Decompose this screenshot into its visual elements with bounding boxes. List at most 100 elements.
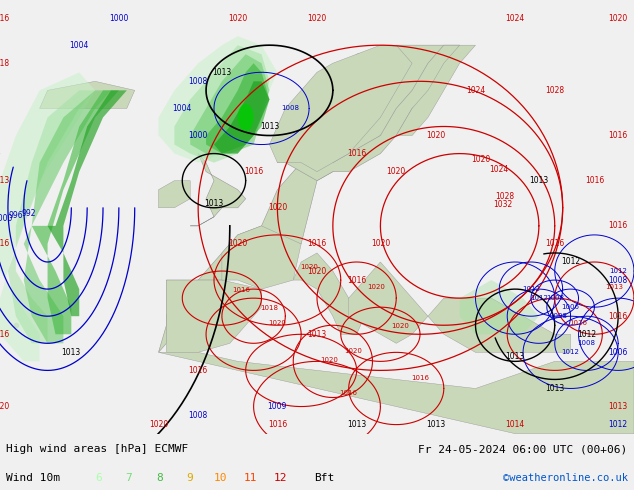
Text: 1000: 1000 [0,214,13,223]
Text: 1013: 1013 [426,420,446,429]
Polygon shape [174,45,269,163]
Text: 1014: 1014 [505,420,525,429]
Text: 1006: 1006 [562,304,579,310]
Polygon shape [166,280,261,352]
Polygon shape [428,298,571,352]
Text: 1013: 1013 [605,284,623,290]
Text: 1012: 1012 [522,286,540,292]
Text: Fr 24-05-2024 06:00 UTC (00+06): Fr 24-05-2024 06:00 UTC (00+06) [418,444,628,454]
Text: 1013: 1013 [609,402,628,411]
Text: 1018: 1018 [0,59,10,68]
Polygon shape [158,45,460,352]
Text: 1032: 1032 [494,200,513,209]
Text: 1013: 1013 [212,68,231,77]
Text: 1016: 1016 [569,320,588,326]
Text: 1028: 1028 [495,192,514,200]
Text: 1012: 1012 [562,349,579,355]
Text: 1013: 1013 [307,330,327,339]
Ellipse shape [238,104,254,131]
Polygon shape [39,81,134,108]
Text: 1004: 1004 [70,41,89,49]
Text: 1020: 1020 [0,402,10,411]
Text: 992: 992 [22,209,36,218]
Text: 1008: 1008 [549,313,567,319]
Text: 1016: 1016 [609,312,628,320]
Polygon shape [396,45,476,136]
Text: 1016: 1016 [188,366,208,375]
Text: Bft: Bft [314,472,335,483]
Polygon shape [222,226,301,289]
Polygon shape [460,280,539,334]
Polygon shape [190,153,246,226]
Text: 1000: 1000 [109,14,129,23]
Text: 7: 7 [126,472,132,483]
Text: 1012: 1012 [609,268,627,274]
Text: ©weatheronline.co.uk: ©weatheronline.co.uk [503,472,628,483]
Text: 1020: 1020 [228,240,247,248]
Text: 1006: 1006 [609,348,628,357]
Text: 1020: 1020 [228,14,247,23]
Text: 1013: 1013 [260,122,279,131]
Polygon shape [269,45,412,172]
Text: 1013: 1013 [529,176,548,185]
Text: 1016: 1016 [347,149,366,158]
Text: 12: 12 [274,472,288,483]
Text: 1020: 1020 [387,167,406,176]
Text: 1013: 1013 [505,352,525,361]
Polygon shape [48,90,127,316]
Text: 1020: 1020 [268,203,287,212]
Polygon shape [158,36,278,163]
Text: 1020: 1020 [371,240,390,248]
Polygon shape [158,352,634,434]
Text: 1012: 1012 [609,420,628,429]
Text: 1020: 1020 [391,323,409,329]
Text: 1016: 1016 [340,390,358,396]
Text: 1016: 1016 [268,420,287,429]
Text: 1012: 1012 [633,331,634,337]
Text: 6: 6 [95,472,101,483]
Text: 996: 996 [8,211,23,220]
Text: 1020: 1020 [368,284,385,290]
Text: 1016: 1016 [411,375,429,381]
Polygon shape [158,181,190,208]
Text: 1016: 1016 [609,131,628,140]
Text: 1008: 1008 [546,295,564,301]
Text: 1008: 1008 [281,105,299,111]
Text: 1020: 1020 [300,264,318,270]
Text: 1028: 1028 [545,86,564,95]
Text: 1016: 1016 [545,240,564,248]
Text: 1013: 1013 [204,199,224,208]
Text: 1008: 1008 [188,77,208,86]
Polygon shape [214,81,269,153]
Text: 1016: 1016 [609,221,628,230]
Text: 1024: 1024 [466,86,485,95]
Text: 1016: 1016 [0,330,10,339]
Text: 1024: 1024 [489,165,508,174]
Polygon shape [278,45,460,181]
Polygon shape [32,90,119,334]
Text: 1020: 1020 [268,320,287,326]
Text: 1020: 1020 [344,347,361,353]
Text: 1013: 1013 [61,348,81,357]
Text: High wind areas [hPa] ECMWF: High wind areas [hPa] ECMWF [6,444,188,454]
Text: 1020: 1020 [307,267,327,275]
Polygon shape [190,54,269,153]
Text: 8: 8 [156,472,162,483]
Text: 1013: 1013 [0,176,10,185]
Text: 1012: 1012 [577,330,596,339]
Text: 1012: 1012 [530,295,548,301]
Text: 1016: 1016 [244,167,263,176]
Text: 1016: 1016 [307,240,327,248]
Text: 1004: 1004 [172,104,192,113]
Text: 1000: 1000 [188,131,208,140]
Text: Wind 10m: Wind 10m [6,472,60,483]
Text: 1008: 1008 [609,275,628,285]
Text: 1008: 1008 [188,411,208,420]
Polygon shape [0,73,95,362]
Text: 1016: 1016 [347,275,366,285]
Text: 1024: 1024 [505,14,525,23]
Text: 1013: 1013 [545,384,564,393]
Polygon shape [293,253,365,334]
Text: 1013: 1013 [347,420,366,429]
Polygon shape [8,90,95,343]
